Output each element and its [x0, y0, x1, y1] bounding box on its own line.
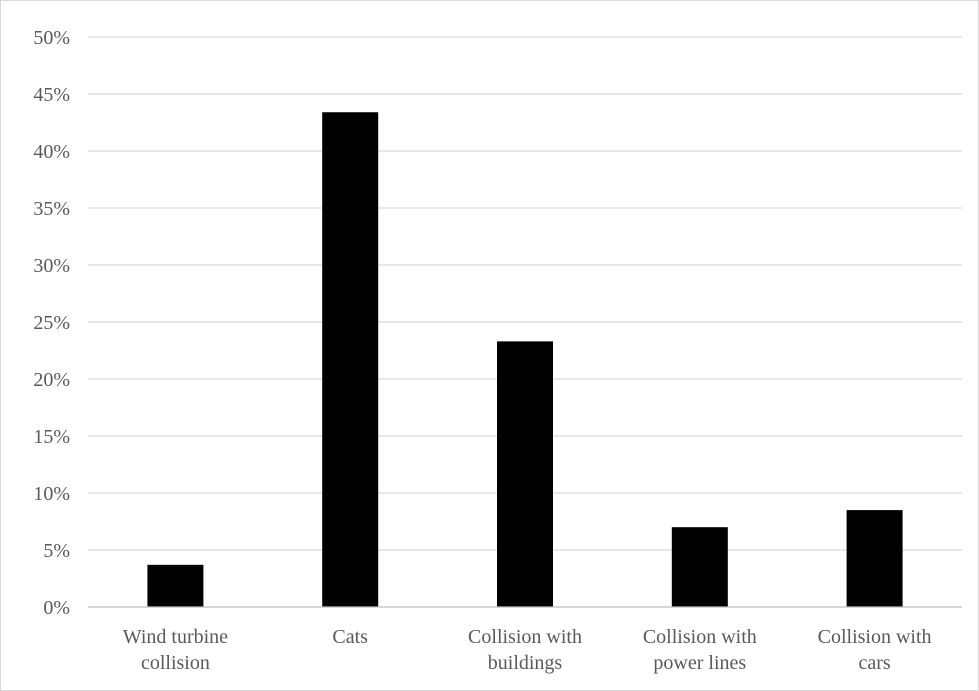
y-axis-tick-labels: 0% 5% 10% 15% 20% 25% 30% 35% 40% 45% 50%	[33, 27, 70, 619]
x-axis-category-labels: Wind turbine collision Cats Collision with b…	[123, 626, 932, 674]
bar	[497, 341, 553, 607]
y-tick-label: 15%	[33, 426, 70, 448]
bar	[322, 112, 379, 608]
y-tick-label: 5%	[43, 540, 70, 562]
x-category-label: Collision with cars	[818, 626, 932, 674]
x-category-label-line: collision	[141, 652, 210, 674]
x-category-label: Collision with buildings	[468, 626, 582, 674]
y-tick-label: 35%	[33, 198, 70, 220]
y-tick-label: 45%	[33, 84, 70, 106]
bar	[846, 510, 903, 607]
x-category-label-line: buildings	[488, 652, 563, 674]
gridlines	[88, 36, 962, 551]
x-category-label-line: Collision with	[818, 626, 932, 648]
bar	[671, 527, 728, 607]
x-category-label-line: power lines	[653, 652, 746, 674]
y-tick-label: 10%	[33, 483, 70, 505]
x-category-label-line: Collision with	[643, 626, 757, 648]
x-category-label-line: Collision with	[468, 626, 582, 648]
y-tick-label: 25%	[33, 312, 70, 334]
x-category-label: Wind turbine collision	[123, 626, 228, 674]
x-category-label: Collision with power lines	[643, 626, 757, 674]
y-tick-label: 0%	[43, 597, 70, 619]
y-tick-label: 40%	[33, 141, 70, 163]
x-category-label-line: cars	[858, 652, 890, 674]
bar	[147, 564, 204, 607]
bars	[147, 112, 903, 608]
y-tick-label: 20%	[33, 369, 70, 391]
x-category-label-line: Wind turbine	[123, 626, 228, 648]
y-tick-label: 50%	[33, 27, 70, 49]
x-category-label-line: Cats	[332, 626, 368, 648]
y-tick-label: 30%	[33, 255, 70, 277]
x-category-label: Cats	[332, 626, 368, 648]
